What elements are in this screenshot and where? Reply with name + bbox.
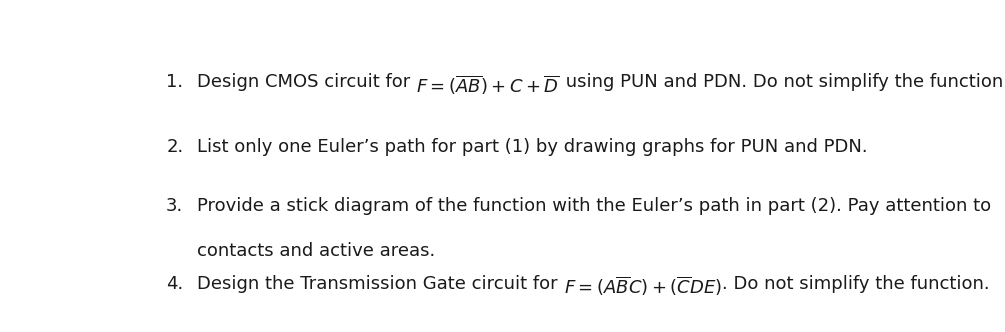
Text: List only one Euler’s path for part (1) by drawing graphs for PUN and PDN.: List only one Euler’s path for part (1) …	[197, 138, 868, 156]
Text: Design CMOS circuit for: Design CMOS circuit for	[197, 73, 416, 91]
Text: 1.: 1.	[166, 73, 183, 91]
Text: Design the Transmission Gate circuit for: Design the Transmission Gate circuit for	[197, 275, 564, 293]
Text: 2.: 2.	[166, 138, 183, 156]
Text: $\mathit{F} = (\mathit{A}\overline{\mathit{B}}\mathit{C}) + (\overline{\mathit{C: $\mathit{F} = (\mathit{A}\overline{\math…	[564, 275, 722, 298]
Text: Provide a stick diagram of the function with the Euler’s path in part (2). Pay a: Provide a stick diagram of the function …	[197, 197, 991, 215]
Text: contacts and active areas.: contacts and active areas.	[197, 242, 435, 260]
Text: using PUN and PDN. Do not simplify the function.: using PUN and PDN. Do not simplify the f…	[560, 73, 1005, 91]
Text: 4.: 4.	[166, 275, 183, 293]
Text: . Do not simplify the function.: . Do not simplify the function.	[722, 275, 989, 293]
Text: 3.: 3.	[166, 197, 183, 215]
Text: $\mathit{F} = (\overline{\mathit{AB}}) + \mathit{C} + \overline{\mathit{D}}$: $\mathit{F} = (\overline{\mathit{AB}}) +…	[416, 73, 560, 97]
